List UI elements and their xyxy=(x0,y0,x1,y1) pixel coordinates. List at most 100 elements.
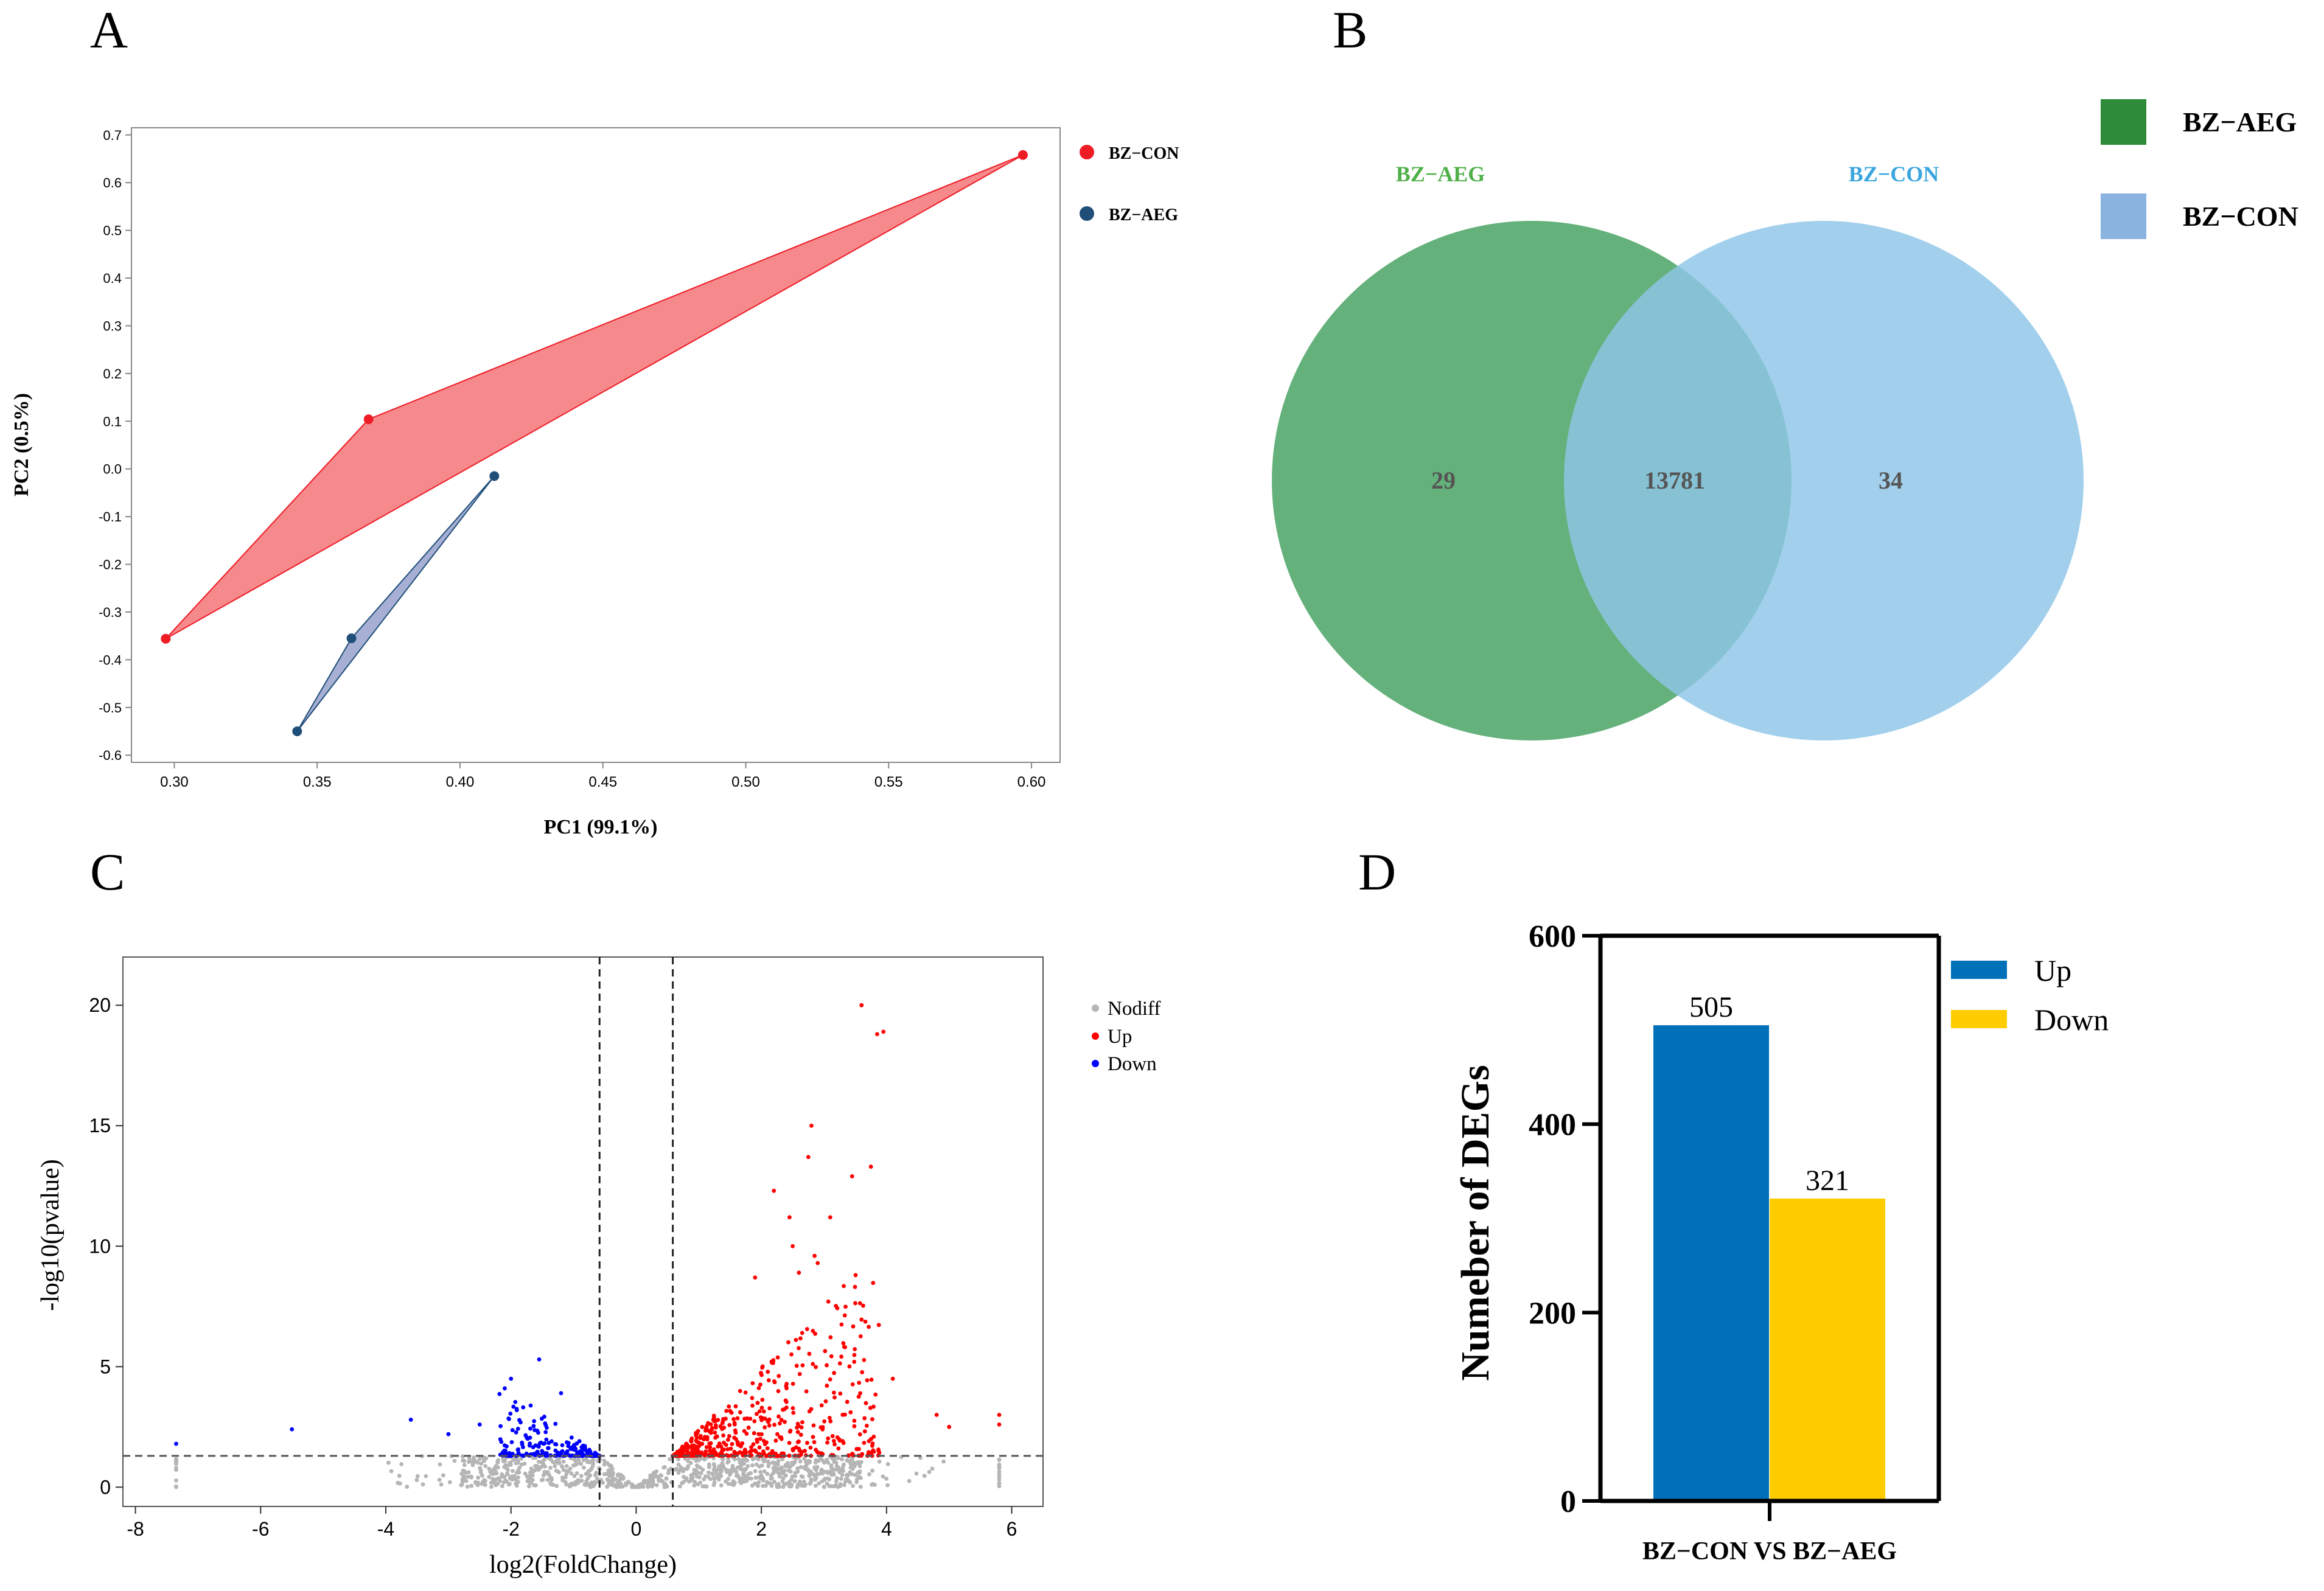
volcano-point-up xyxy=(858,1391,862,1396)
volcano-point-nodiff xyxy=(576,1457,581,1462)
volcano-point-nodiff xyxy=(806,1458,811,1463)
volcano-point-nodiff xyxy=(514,1471,519,1475)
volcano-point-up xyxy=(700,1441,705,1446)
volcano-point-nodiff xyxy=(855,1461,859,1466)
volcano-point-up xyxy=(831,1390,836,1395)
volcano-point-nodiff xyxy=(689,1476,694,1481)
volcano-point-nodiff xyxy=(749,1476,753,1481)
volcano-point-up xyxy=(876,1323,881,1328)
volcano-point-up xyxy=(868,1165,873,1169)
volcano-point-nodiff xyxy=(745,1464,750,1469)
volcano-x-tick-label: -2 xyxy=(502,1518,519,1540)
volcano-point-down xyxy=(539,1416,544,1421)
venn-unique-con: 34 xyxy=(1879,467,1903,494)
volcano-point-nodiff xyxy=(793,1479,797,1483)
volcano-point-nodiff xyxy=(997,1474,1002,1479)
volcano-point-up xyxy=(711,1447,716,1452)
volcano-point-down xyxy=(543,1430,548,1435)
volcano-point-up xyxy=(797,1346,801,1351)
volcano-point-up xyxy=(800,1420,804,1425)
volcano-point-nodiff xyxy=(536,1467,541,1472)
volcano-point-up xyxy=(778,1421,782,1426)
volcano-point-nodiff xyxy=(437,1477,442,1482)
volcano-point-nodiff xyxy=(814,1475,818,1480)
volcano-point-nodiff xyxy=(424,1474,428,1478)
volcano-point-up xyxy=(690,1447,695,1452)
bar-x-axis-label: BZ−CON VS BZ−AEG xyxy=(1642,1537,1897,1565)
volcano-y-tick-label: 5 xyxy=(100,1356,111,1377)
pca-legend-con-label: BZ−CON xyxy=(1109,144,1179,163)
volcano-point-nodiff xyxy=(769,1474,773,1478)
volcano-point-up xyxy=(871,1434,876,1439)
volcano-point-down xyxy=(504,1444,509,1449)
volcano-point-nodiff xyxy=(607,1474,612,1478)
volcano-point-up xyxy=(832,1442,837,1447)
volcano-point-down xyxy=(568,1453,573,1458)
volcano-point-nodiff xyxy=(918,1455,923,1460)
volcano-point-up xyxy=(730,1442,735,1446)
volcano-point-nodiff xyxy=(465,1485,470,1489)
volcano-point-nodiff xyxy=(466,1474,470,1479)
pca-hull-bzaeg xyxy=(296,475,495,732)
volcano-point-nodiff xyxy=(907,1478,912,1483)
volcano-point-nodiff xyxy=(772,1469,776,1474)
volcano-point-nodiff xyxy=(827,1484,832,1488)
bar-legend: Up Down xyxy=(1951,953,2109,1037)
volcano-point-nodiff xyxy=(941,1459,946,1464)
volcano-point-up xyxy=(827,1416,832,1420)
volcano-point-nodiff xyxy=(526,1475,530,1480)
volcano-point-nodiff xyxy=(813,1460,818,1465)
pca-y-tick-label: -0.5 xyxy=(99,700,122,715)
volcano-point-nodiff xyxy=(569,1471,574,1476)
volcano-point-up xyxy=(804,1389,809,1394)
volcano-point-nodiff xyxy=(783,1473,788,1478)
volcano-point-up xyxy=(790,1382,795,1386)
venn-intersection: 13781 xyxy=(1644,467,1705,494)
volcano-point-up xyxy=(861,1303,865,1308)
volcano-point-down xyxy=(515,1447,520,1452)
volcano-point-nodiff xyxy=(540,1459,545,1463)
volcano-point-nodiff xyxy=(554,1483,559,1488)
volcano-point-up xyxy=(794,1363,799,1368)
volcano-point-nodiff xyxy=(870,1468,874,1473)
volcano-point-up xyxy=(850,1174,854,1178)
volcano-point-down xyxy=(511,1404,516,1409)
volcano-point-up xyxy=(845,1399,850,1404)
volcano-point-up xyxy=(789,1352,794,1357)
volcano-point-down xyxy=(593,1453,598,1458)
pca-point-bzcon xyxy=(161,633,171,644)
volcano-point-down xyxy=(509,1376,514,1381)
volcano-point-nodiff xyxy=(677,1484,682,1489)
volcano-legend: Nodiff Up Down xyxy=(1092,998,1160,1075)
volcano-point-nodiff xyxy=(927,1469,932,1474)
volcano-point-nodiff xyxy=(489,1471,494,1476)
volcano-point-up xyxy=(851,1324,856,1329)
volcano-point-nodiff xyxy=(682,1467,687,1472)
volcano-point-down xyxy=(514,1430,518,1435)
volcano-point-nodiff xyxy=(459,1471,464,1476)
volcano-point-nodiff xyxy=(519,1462,524,1467)
bar-down xyxy=(1770,1198,1885,1501)
volcano-point-up xyxy=(825,1384,829,1388)
volcano-point-nodiff xyxy=(389,1469,394,1474)
volcano-point-up xyxy=(843,1345,848,1349)
volcano-point-up xyxy=(876,1447,881,1452)
volcano-point-up xyxy=(775,1355,780,1360)
volcano-point-up xyxy=(766,1378,771,1383)
volcano-point-down xyxy=(532,1428,537,1432)
volcano-point-nodiff xyxy=(561,1467,566,1472)
volcano-point-nodiff xyxy=(472,1460,476,1464)
volcano-x-tick-label: -8 xyxy=(127,1518,144,1540)
volcano-point-up xyxy=(713,1430,717,1435)
volcano-point-down xyxy=(583,1446,587,1450)
volcano-point-up xyxy=(828,1377,832,1382)
volcano-point-up xyxy=(697,1444,702,1449)
volcano-point-up xyxy=(795,1430,800,1435)
volcano-point-nodiff xyxy=(783,1469,787,1473)
volcano-point-nodiff xyxy=(851,1466,855,1471)
deg-bar-panel: 505 321 600 400 200 0 BZ−CON VS BZ−AEG Numeb… xyxy=(1453,919,2109,1565)
volcano-y-tick-label: 10 xyxy=(89,1235,111,1257)
volcano-point-nodiff xyxy=(754,1462,759,1467)
volcano-point-nodiff xyxy=(533,1464,537,1469)
volcano-point-down xyxy=(516,1450,521,1455)
